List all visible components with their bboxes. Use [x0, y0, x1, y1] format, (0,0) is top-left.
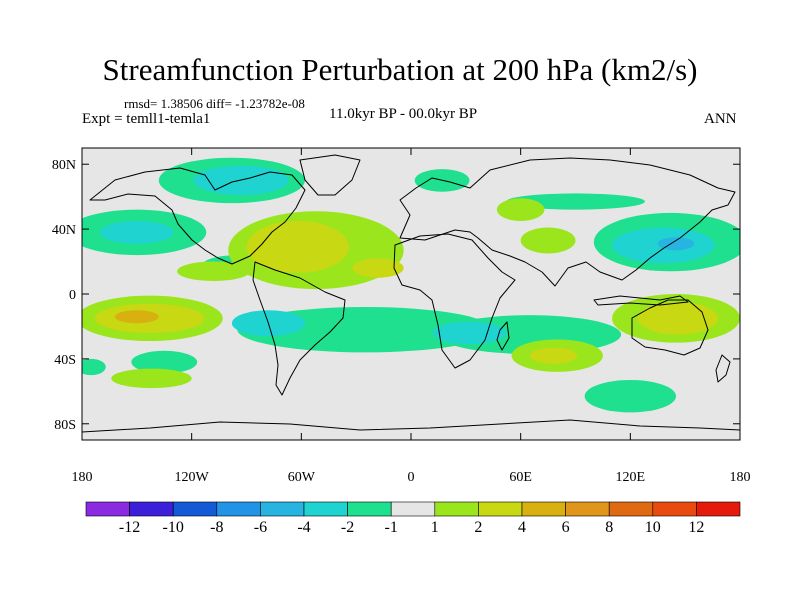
lon-label-5: 120E — [616, 470, 646, 485]
coast-africa — [393, 233, 516, 369]
lon-label-0: 180 — [72, 470, 93, 485]
coast-indonesia — [593, 295, 689, 306]
colorbar-box-7 — [390, 501, 436, 517]
colorbar-box-13 — [652, 501, 697, 517]
colorbar-label-12: 10 — [645, 519, 661, 536]
lat-label-2: 0 — [69, 288, 76, 303]
contour-pos1-6 — [177, 261, 251, 282]
lon-label-3: 0 — [408, 470, 415, 485]
lat-label-0: 80N — [52, 158, 76, 173]
colorbar-box-0 — [85, 501, 130, 517]
coastlines — [82, 154, 740, 433]
colorbar-label-9: 4 — [518, 519, 526, 536]
contour-neg2-4 — [100, 221, 174, 244]
coast-new-zealand — [715, 354, 731, 383]
coast-australia — [631, 299, 709, 356]
colorbar-label-11: 8 — [605, 519, 613, 536]
colorbar-box-8 — [434, 501, 479, 517]
contour-neg1-7 — [584, 379, 677, 413]
colorbar-label-5: -2 — [341, 519, 354, 536]
colorbar-box-9 — [478, 501, 523, 517]
contour-pos2-4 — [352, 258, 404, 278]
contour-neg2-1 — [432, 321, 507, 345]
contour-pos1-4 — [520, 227, 576, 254]
lon-label-1: 120W — [175, 470, 210, 485]
lon-label-4: 60E — [509, 470, 532, 485]
period-label: 11.0kyr BP - 00.0kyr BP — [329, 106, 478, 122]
coast-north-america — [89, 167, 306, 265]
contour-pos1-3 — [496, 198, 545, 221]
colorbar-box-12 — [608, 501, 654, 517]
colorbar-label-2: -8 — [210, 519, 223, 536]
lon-label-2: 60W — [288, 470, 316, 485]
coast-south-america — [252, 261, 346, 396]
colorbar-label-0: -12 — [119, 519, 140, 536]
colorbar-box-3 — [216, 501, 261, 517]
contour-pos1-7 — [111, 368, 192, 389]
colorbar-label-3: -6 — [254, 519, 267, 536]
colorbar-label-1: -10 — [163, 519, 184, 536]
coast-antarctica — [82, 419, 740, 433]
coast-eurasia — [399, 157, 736, 287]
contour-pos2-2 — [637, 302, 719, 335]
contour-pos2-3 — [529, 347, 578, 364]
colorbar-label-6: -1 — [385, 519, 398, 536]
experiment-label: Expt = temll1-temla1 — [82, 111, 211, 127]
colorbar-label-13: 12 — [688, 519, 704, 536]
lat-label-4: 80S — [54, 418, 76, 433]
colorbar-box-4 — [260, 501, 305, 517]
contour-pos4-0 — [114, 310, 159, 324]
colorbar-box-11 — [565, 501, 610, 517]
lat-label-3: 40S — [54, 353, 76, 368]
colorbar-box-2 — [172, 501, 218, 517]
plot-title: Streamfunction Perturbation at 200 hPa (… — [102, 52, 698, 87]
contour-neg1-6 — [131, 350, 198, 374]
stats-line: rmsd= 1.38506 diff= -1.23782e-08 — [124, 96, 305, 111]
contour-pos2-0 — [246, 221, 349, 273]
colorbar: -12 -10 -8 -6 -4 -2 -1 1 2 4 6 8 10 12 — [85, 501, 741, 536]
colorbar-label-10: 6 — [562, 519, 570, 536]
coast-madagascar — [496, 321, 510, 351]
colorbar-box-14 — [696, 501, 741, 517]
colorbar-box-10 — [521, 501, 566, 517]
colorbar-box-6 — [347, 501, 392, 517]
lat-label-1: 40N — [52, 223, 76, 238]
colorbar-label-4: -4 — [297, 519, 310, 536]
map-area — [82, 148, 740, 440]
colorbar-box-5 — [303, 501, 348, 517]
axis-ticks: 80N 40N 0 40S 80S 180 120W 60W 0 60E 120E 180 — [52, 148, 751, 485]
colorbar-box-1 — [129, 501, 174, 517]
colorbar-label-7: 1 — [431, 519, 439, 536]
contour-fields — [82, 157, 740, 413]
contour-neg4-0 — [657, 237, 695, 251]
season-label: ANN — [704, 111, 737, 127]
lon-label-6: 180 — [730, 470, 751, 485]
coast-greenland — [299, 154, 361, 196]
colorbar-label-8: 2 — [474, 519, 482, 536]
contour-neg1-10 — [82, 358, 106, 376]
